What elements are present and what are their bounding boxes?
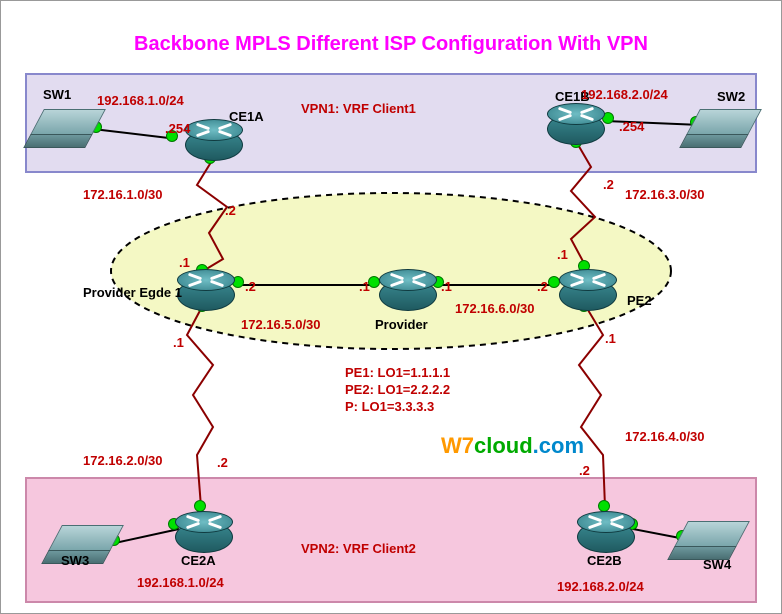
net-label-4: 172.16.1.0/30 — [83, 187, 163, 202]
net-label-11: .1 — [359, 279, 370, 294]
net-label-18: 172.16.2.0/30 — [83, 453, 163, 468]
net-label-15: 172.16.6.0/30 — [455, 301, 535, 316]
vpn2-label: VPN2: VRF Client2 — [301, 541, 416, 556]
net-label-13: .2 — [537, 279, 548, 294]
ce1b-device — [547, 103, 605, 135]
net-label-9: .1 — [557, 247, 568, 262]
net-label-6: .1 — [179, 255, 190, 270]
backbone-title-2: AS 200 — [361, 237, 418, 257]
brand-post: .com — [533, 433, 584, 458]
net-label-0: 192.168.1.0/24 — [97, 93, 184, 108]
net-label-19: .2 — [217, 455, 228, 470]
net-label-8: .2 — [603, 177, 614, 192]
ce2b-label: CE2B — [587, 553, 622, 568]
net-label-23: 192.168.2.0/24 — [557, 579, 644, 594]
ce2a-label: CE2A — [181, 553, 216, 568]
sw3-label: SW3 — [61, 553, 89, 568]
ce1a-label: CE1A — [229, 109, 264, 124]
net-label-1: .254 — [165, 121, 190, 136]
pe2-device — [559, 269, 617, 301]
net-label-21: .2 — [579, 463, 590, 478]
vpn2-zone — [25, 477, 757, 603]
net-label-20: 172.16.4.0/30 — [625, 429, 705, 444]
loopback-line: PE1: LO1=1.1.1.1 — [345, 365, 450, 382]
sw1-device — [37, 109, 99, 135]
sw2-device — [693, 109, 755, 135]
pe1-device — [177, 269, 235, 301]
provider-device — [379, 269, 437, 301]
brand-pre: W7 — [441, 433, 474, 458]
pe1-label: Provider Egde 1 — [83, 285, 182, 300]
net-label-22: 192.168.1.0/24 — [137, 575, 224, 590]
net-label-3: .254 — [619, 119, 644, 134]
sw1-label: SW1 — [43, 87, 71, 102]
sw3-device — [55, 525, 117, 551]
diagram-canvas: Backbone MPLS Different ISP Configuratio… — [0, 0, 782, 614]
backbone-title-1: ISP MPLS BACKbone — [301, 217, 474, 237]
net-label-14: 172.16.5.0/30 — [241, 317, 321, 332]
loopbacks-block: PE1: LO1=1.1.1.1PE2: LO1=2.2.2.2P: LO1=3… — [345, 365, 450, 416]
net-label-2: 192.168.2.0/24 — [581, 87, 668, 102]
vpn1-label: VPN1: VRF Client1 — [301, 101, 416, 116]
brand-watermark: W7cloud.com — [441, 433, 584, 459]
net-label-7: 172.16.3.0/30 — [625, 187, 705, 202]
diagram-title: Backbone MPLS Different ISP Configuratio… — [1, 33, 781, 56]
provider-label: Provider — [375, 317, 428, 332]
net-label-10: .2 — [245, 279, 256, 294]
ce2b-device — [577, 511, 635, 543]
net-label-5: .2 — [225, 203, 236, 218]
net-label-16: .1 — [173, 335, 184, 350]
sw4-device — [681, 521, 743, 547]
pe2-label: PE2 — [627, 293, 652, 308]
loopback-line: P: LO1=3.3.3.3 — [345, 399, 450, 416]
ce2a-device — [175, 511, 233, 543]
net-label-17: .1 — [605, 331, 616, 346]
brand-mid: cloud — [474, 433, 533, 458]
sw4-label: SW4 — [703, 557, 731, 572]
net-label-12: .1 — [441, 279, 452, 294]
sw2-label: SW2 — [717, 89, 745, 104]
link-4 — [197, 159, 227, 271]
loopback-line: PE2: LO1=2.2.2.2 — [345, 382, 450, 399]
